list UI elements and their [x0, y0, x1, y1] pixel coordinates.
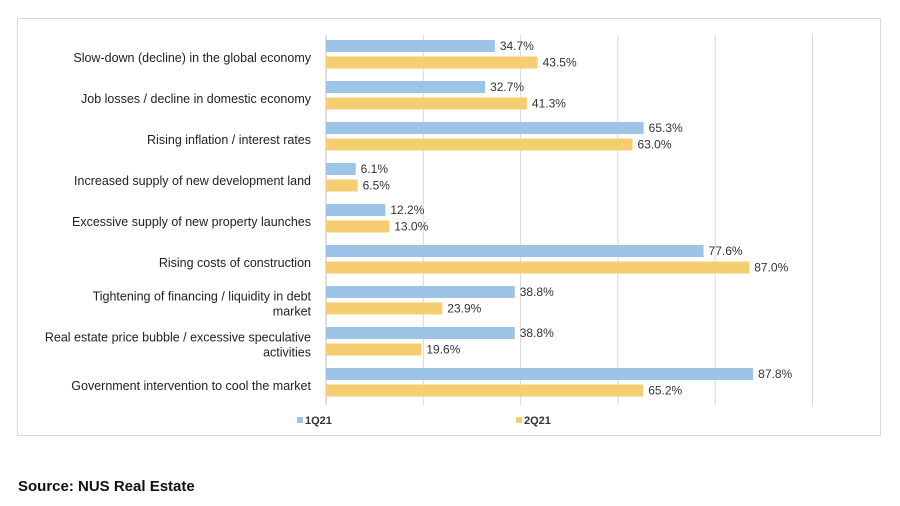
data-label: 6.1%	[361, 162, 389, 176]
bar-2q21	[326, 220, 390, 233]
bar-2q21	[326, 97, 527, 110]
bar-2q21	[326, 343, 422, 356]
category-label: Tightening of financing / liquidity in d…	[93, 290, 312, 304]
data-label: 34.7%	[500, 39, 534, 53]
bar-2q21	[326, 384, 644, 397]
data-label: 43.5%	[543, 56, 577, 70]
bar-1q21	[326, 245, 704, 257]
category-label: Excessive supply of new property launche…	[72, 215, 311, 229]
legend-label-2q21: 2Q21	[524, 415, 551, 427]
bar-1q21	[326, 122, 644, 134]
category-label: Rising inflation / interest rates	[147, 133, 311, 147]
bar-2q21	[326, 261, 750, 274]
legend-label-1q21: 1Q21	[305, 415, 332, 427]
bar-1q21	[326, 81, 486, 93]
data-label: 12.2%	[390, 203, 424, 217]
category-label: Real estate price bubble / excessive spe…	[45, 331, 311, 345]
data-label: 38.8%	[520, 285, 554, 299]
bar-1q21	[326, 368, 754, 380]
category-label: activities	[263, 346, 311, 360]
category-label: Job losses / decline in domestic economy	[81, 92, 312, 106]
data-label: 23.9%	[447, 302, 481, 316]
legend-swatch-1q21	[297, 417, 303, 423]
data-label: 63.0%	[637, 138, 671, 152]
legend-swatch-2q21	[516, 417, 522, 423]
bar-1q21	[326, 163, 356, 175]
data-label: 65.2%	[648, 384, 682, 398]
category-label: market	[273, 305, 312, 319]
bar-2q21	[326, 138, 633, 151]
data-label: 87.0%	[754, 261, 788, 275]
source-note: Source: NUS Real Estate	[18, 478, 195, 495]
bar-1q21	[326, 286, 515, 298]
bar-1q21	[326, 40, 495, 52]
category-label: Increased supply of new development land	[74, 174, 311, 188]
data-label: 38.8%	[520, 326, 554, 340]
bar-2q21	[326, 56, 538, 69]
category-label: Rising costs of construction	[159, 256, 311, 270]
bar-2q21	[326, 302, 443, 315]
data-label: 77.6%	[709, 244, 743, 258]
data-label: 19.6%	[426, 343, 460, 357]
bar-1q21	[326, 327, 515, 339]
bar-2q21	[326, 179, 358, 192]
data-label: 32.7%	[490, 80, 524, 94]
data-label: 41.3%	[532, 97, 566, 111]
data-label: 6.5%	[363, 179, 391, 193]
data-label: 87.8%	[758, 367, 792, 381]
chart-frame	[17, 18, 881, 436]
data-label: 13.0%	[394, 220, 428, 234]
data-label: 65.3%	[649, 121, 683, 135]
bar-1q21	[326, 204, 386, 216]
category-label: Slow-down (decline) in the global econom…	[73, 51, 311, 65]
category-label: Government intervention to cool the mark…	[71, 379, 311, 393]
